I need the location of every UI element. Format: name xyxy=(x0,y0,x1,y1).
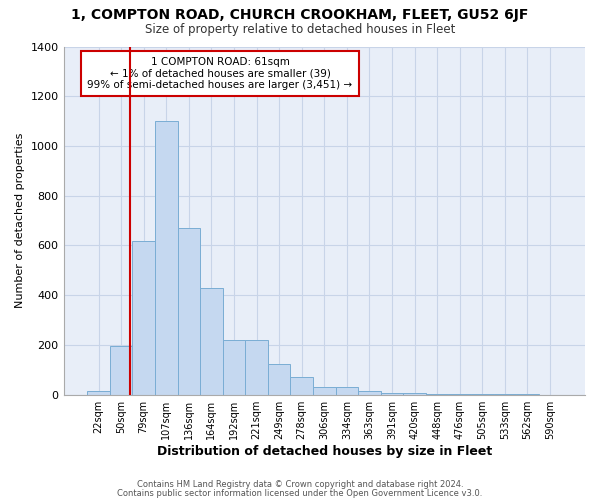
Bar xyxy=(290,378,313,394)
Text: 1 COMPTON ROAD: 61sqm
← 1% of detached houses are smaller (39)
99% of semi-detac: 1 COMPTON ROAD: 61sqm ← 1% of detached h… xyxy=(88,57,353,90)
Text: Size of property relative to detached houses in Fleet: Size of property relative to detached ho… xyxy=(145,22,455,36)
Bar xyxy=(358,391,381,394)
Text: Contains public sector information licensed under the Open Government Licence v3: Contains public sector information licen… xyxy=(118,488,482,498)
Bar xyxy=(200,288,223,395)
Bar xyxy=(313,387,335,394)
Bar xyxy=(87,391,110,394)
Text: Contains HM Land Registry data © Crown copyright and database right 2024.: Contains HM Land Registry data © Crown c… xyxy=(137,480,463,489)
Y-axis label: Number of detached properties: Number of detached properties xyxy=(15,133,25,308)
Bar xyxy=(178,228,200,394)
Bar xyxy=(133,240,155,394)
Bar xyxy=(268,364,290,394)
Bar xyxy=(155,121,178,394)
X-axis label: Distribution of detached houses by size in Fleet: Distribution of detached houses by size … xyxy=(157,444,492,458)
Bar xyxy=(245,340,268,394)
Bar xyxy=(110,346,133,395)
Bar xyxy=(335,387,358,394)
Text: 1, COMPTON ROAD, CHURCH CROOKHAM, FLEET, GU52 6JF: 1, COMPTON ROAD, CHURCH CROOKHAM, FLEET,… xyxy=(71,8,529,22)
Bar xyxy=(223,340,245,394)
